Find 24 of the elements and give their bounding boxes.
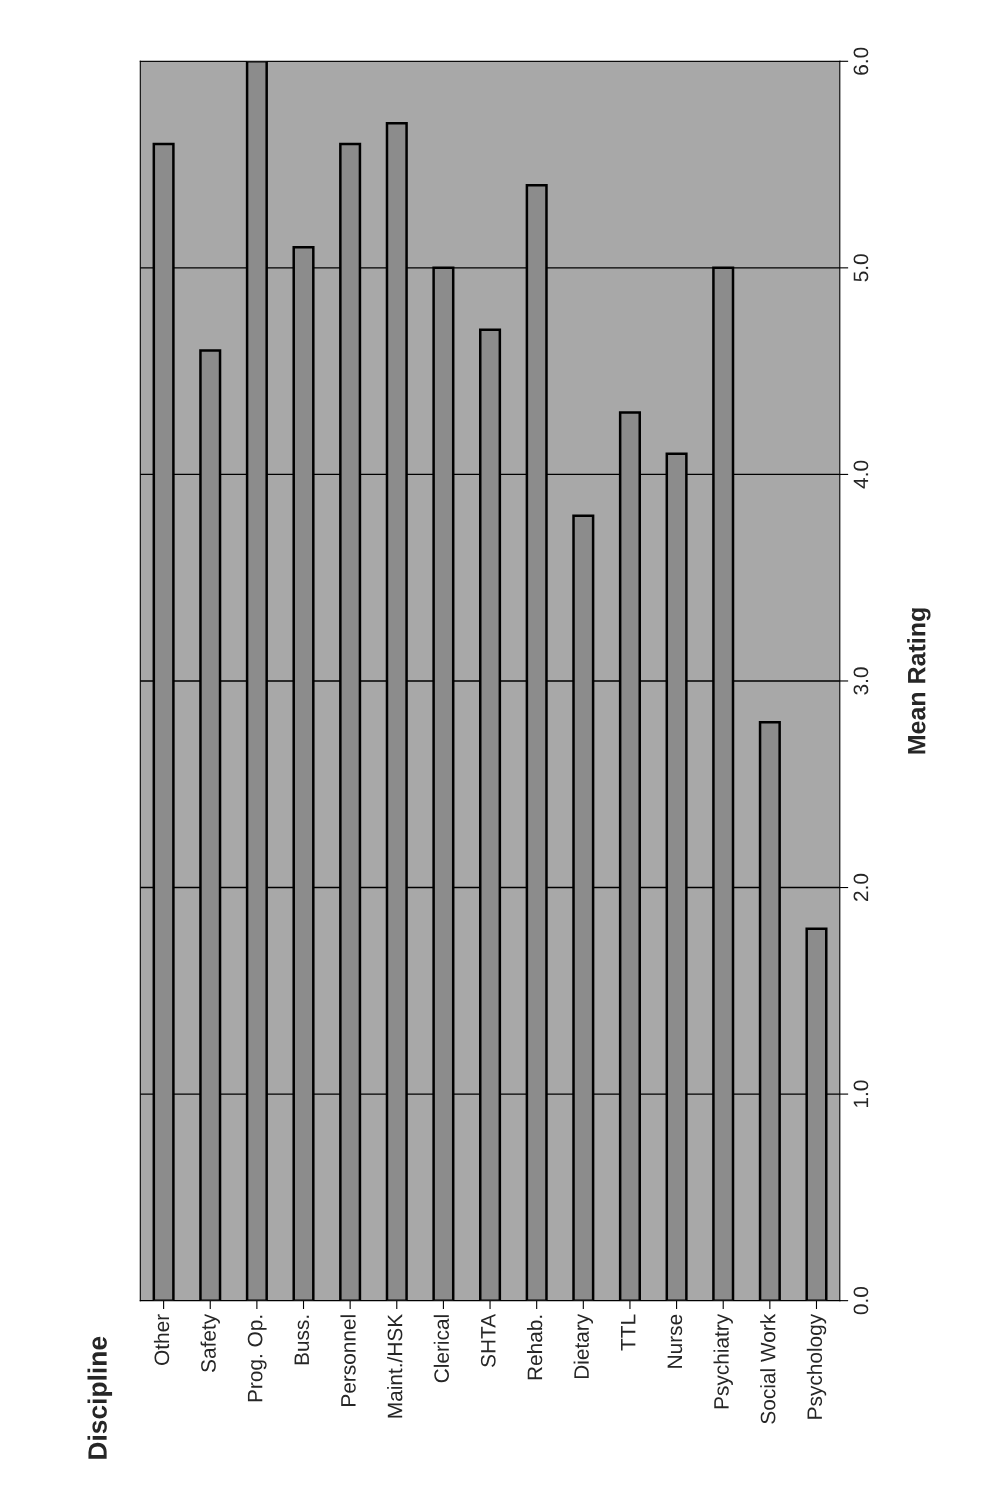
x-tick-label: Maint./HSK (387, 1314, 403, 1418)
x-tick-label: TTL (621, 1314, 636, 1351)
y-tick-label: 3.0 (853, 667, 869, 695)
x-tick-label: SHTA (480, 1313, 496, 1367)
y-tick-label: 5.0 (853, 254, 869, 282)
x-tick-label: Psychiatry (713, 1313, 733, 1409)
x-tick-label: Dietary (573, 1313, 594, 1379)
y-tick-label: 0.0 (853, 1286, 869, 1315)
x-tick-label: Clerical (433, 1315, 450, 1383)
y-tick-label: 4.0 (853, 460, 869, 489)
x-tick-label: Safety (200, 1313, 220, 1372)
y-axis-title: Mean Rating (907, 608, 931, 754)
x-tick-label: Buss. (294, 1315, 310, 1365)
x-tick-label: Nurse (667, 1314, 683, 1368)
y-tick-label: 6.0 (853, 47, 869, 75)
text: Discipline (87, 1336, 113, 1459)
x-tick-label: Psychology (806, 1313, 827, 1419)
y-tick-label: 2.0 (853, 873, 869, 901)
x-tick-label: Personnel (340, 1315, 356, 1406)
x-tick-label: Prog. Op. (247, 1315, 267, 1402)
x-tick-label: Social Work (760, 1313, 776, 1424)
y-tick-label: 1.0 (853, 1080, 869, 1107)
x-tick-label: Rehab. (526, 1315, 543, 1380)
x-tick-label: Other (153, 1314, 170, 1365)
